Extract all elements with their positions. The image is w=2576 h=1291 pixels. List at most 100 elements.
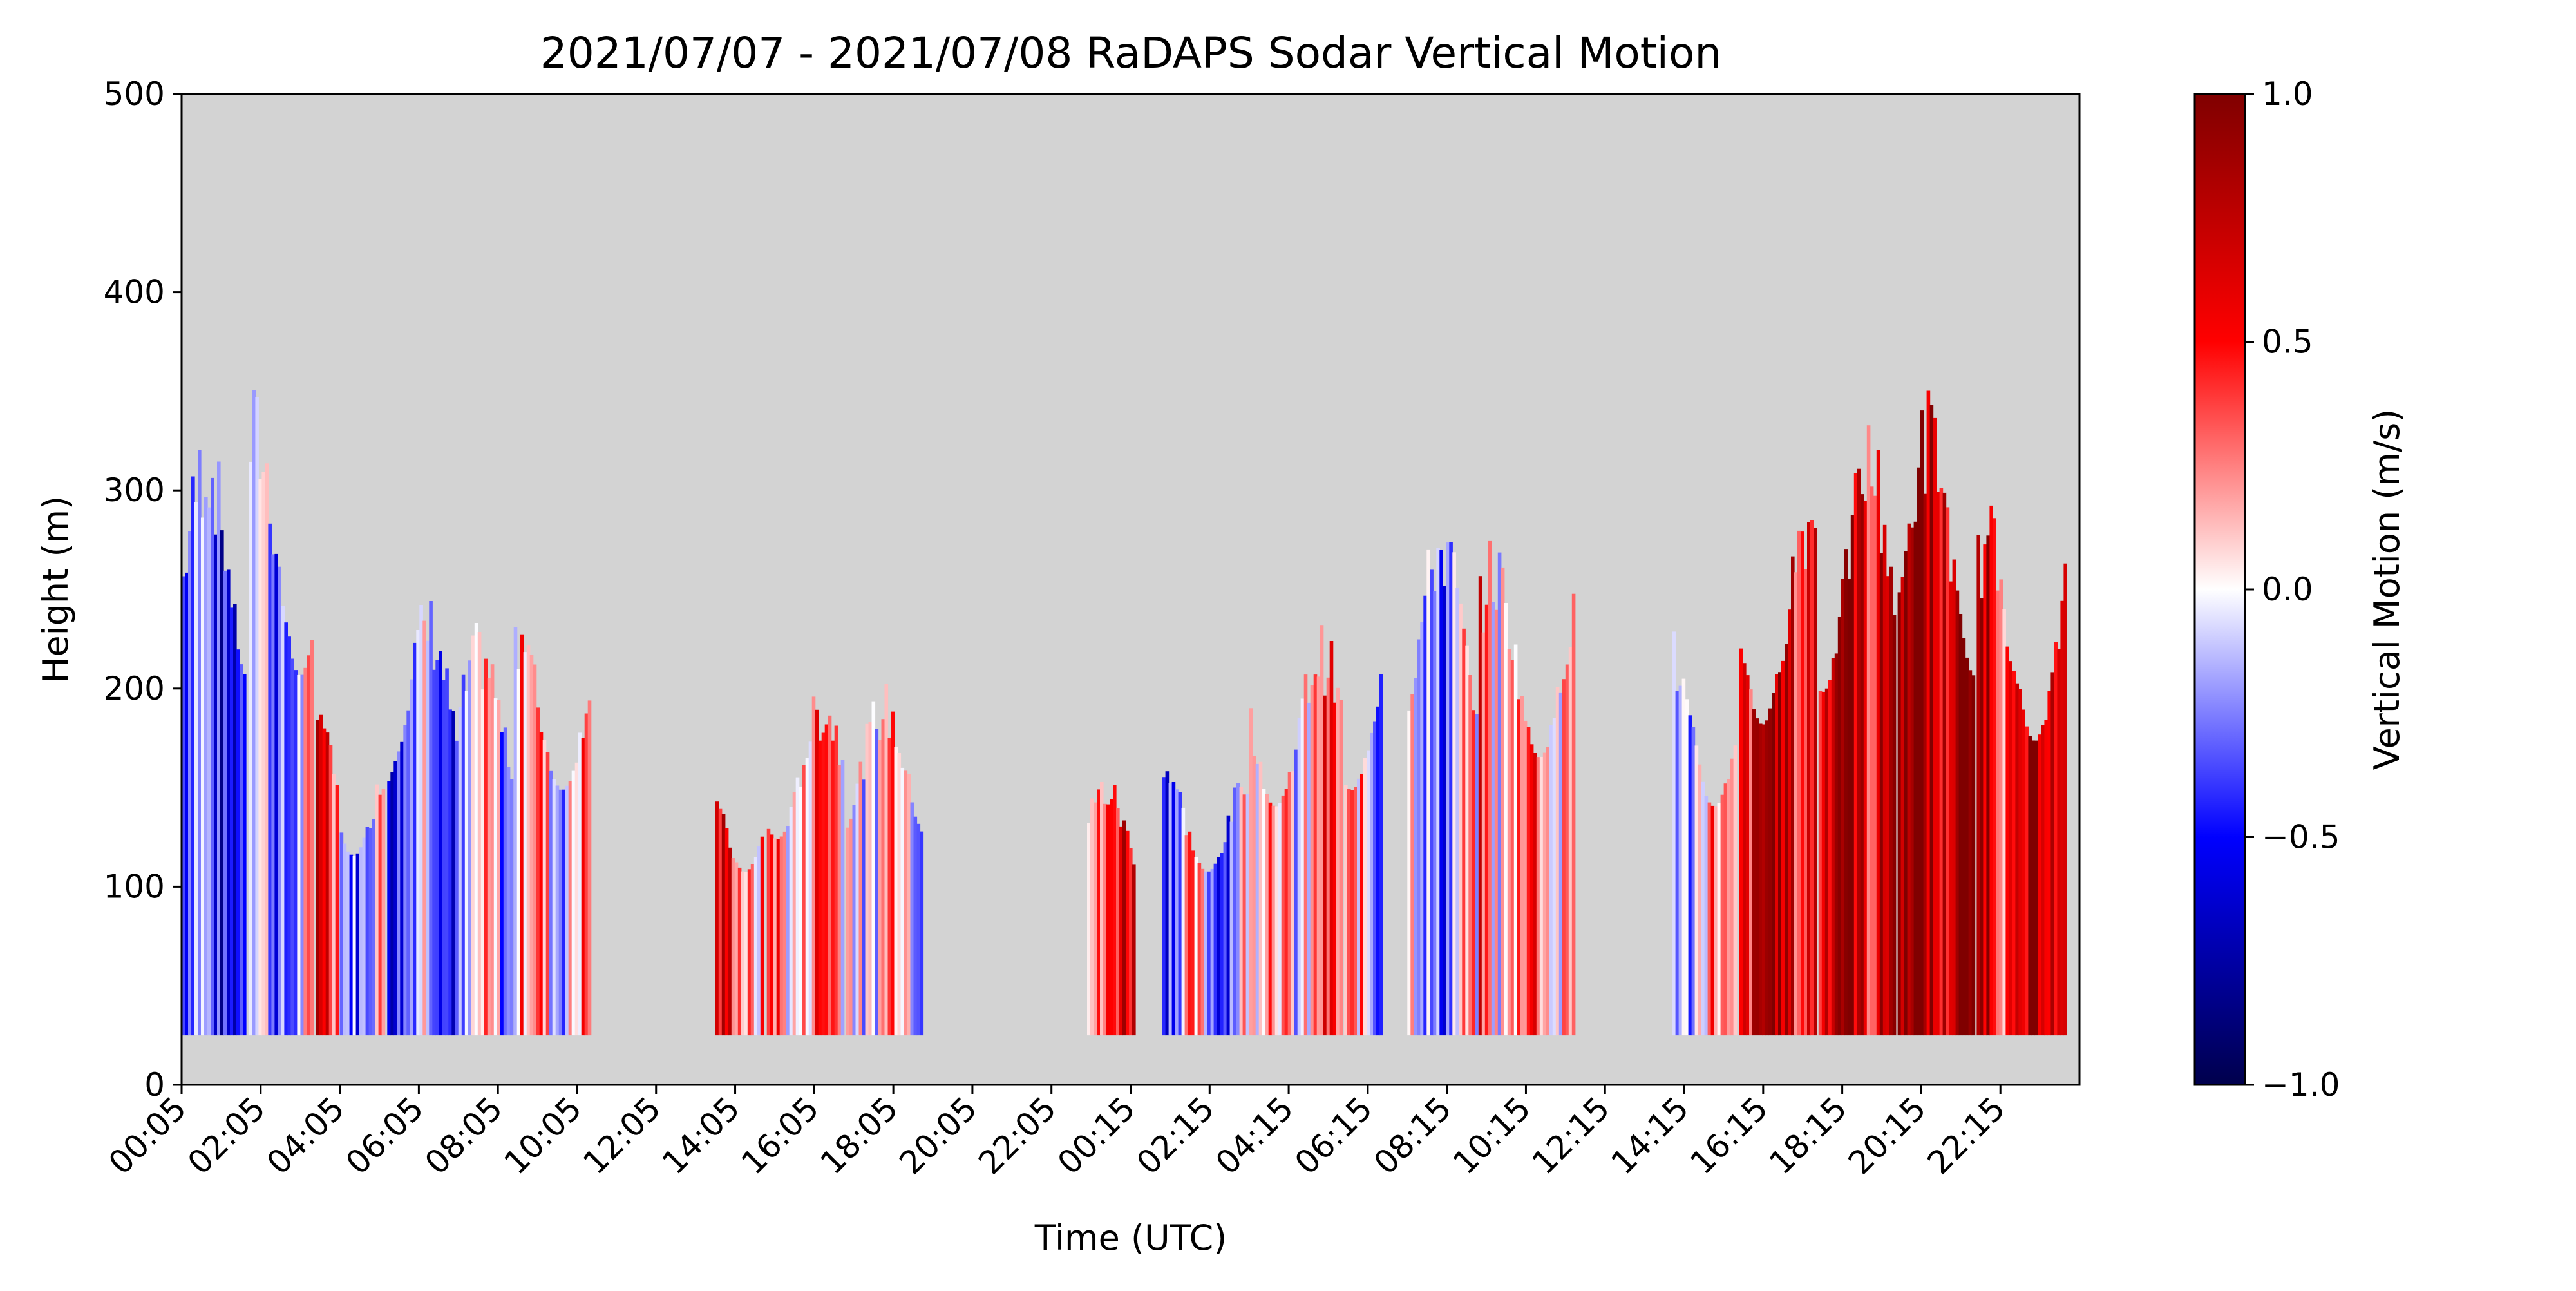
- heatmap-cell: [587, 700, 592, 1036]
- heatmap-cell: [211, 477, 214, 1036]
- heatmap-cell: [249, 461, 252, 1036]
- heatmap-cell: [400, 741, 404, 1036]
- heatmap-cell: [461, 674, 466, 1036]
- heatmap-cell: [549, 770, 553, 1036]
- heatmap-cell: [1710, 805, 1715, 1036]
- y-tick-label: 300: [104, 472, 165, 509]
- heatmap-cell: [1423, 595, 1427, 1036]
- heatmap-cell: [319, 714, 323, 1036]
- heatmap-cell: [303, 667, 307, 1036]
- heatmap-cell: [1920, 410, 1924, 1036]
- heatmap-cell: [760, 836, 764, 1036]
- heatmap-cell: [233, 604, 237, 1036]
- heatmap-cell: [1701, 781, 1705, 1036]
- heatmap-cell: [1242, 794, 1247, 1036]
- heatmap-cell: [393, 761, 397, 1036]
- heatmap-cell: [1132, 864, 1136, 1036]
- heatmap-cell: [913, 816, 918, 1036]
- heatmap-cell: [1844, 549, 1848, 1036]
- heatmap-cell: [1459, 603, 1463, 1036]
- heatmap-cell: [757, 846, 761, 1036]
- chart-title: 2021/07/07 - 2021/07/08 RaDAPS Sodar Ver…: [540, 28, 1721, 78]
- heatmap-cell: [2009, 661, 2012, 1036]
- heatmap-cell: [1162, 777, 1166, 1036]
- heatmap-cell: [416, 630, 420, 1036]
- heatmap-cell: [1194, 857, 1198, 1036]
- heatmap-cell: [1258, 761, 1263, 1036]
- heatmap-cell: [493, 698, 498, 1036]
- heatmap-cell: [1759, 723, 1763, 1036]
- heatmap-cell: [1284, 789, 1289, 1036]
- heatmap-cell: [1326, 677, 1331, 1036]
- heatmap-cell: [1239, 787, 1244, 1036]
- heatmap-cell: [1113, 785, 1117, 1036]
- x-tick-label: 14:15: [1604, 1089, 1696, 1181]
- heatmap-cell: [278, 566, 281, 1036]
- heatmap-cell: [2018, 689, 2022, 1036]
- heatmap-cell: [378, 794, 383, 1036]
- heatmap-cell: [910, 802, 914, 1036]
- heatmap-cell: [1797, 530, 1801, 1036]
- heatmap-cell: [1204, 871, 1208, 1036]
- heatmap-cell: [387, 781, 391, 1036]
- heatmap-cell: [811, 696, 816, 1036]
- heatmap-cell: [1379, 674, 1383, 1036]
- heatmap-cell: [2012, 671, 2016, 1036]
- heatmap-cell: [1739, 648, 1743, 1036]
- heatmap-cell: [455, 740, 459, 1036]
- heatmap-cell: [1129, 848, 1133, 1036]
- heatmap-cell: [258, 479, 262, 1036]
- heatmap-cell: [865, 723, 869, 1036]
- heatmap-cell: [1300, 698, 1305, 1036]
- heatmap-cell: [217, 461, 221, 1036]
- heatmap-cell: [362, 837, 366, 1036]
- heatmap-cell: [1942, 492, 1947, 1036]
- heatmap-cell: [1449, 542, 1453, 1036]
- heatmap-cell: [1367, 750, 1370, 1036]
- heatmap-cell: [503, 727, 507, 1036]
- heatmap-cell: [1278, 803, 1282, 1036]
- x-tick-label: 14:05: [655, 1089, 747, 1181]
- heatmap-cell: [840, 760, 845, 1036]
- heatmap-cell: [1443, 586, 1446, 1036]
- heatmap-cell: [1297, 717, 1302, 1036]
- plot-area: 010020030040050000:0502:0504:0506:0508:0…: [102, 75, 2081, 1181]
- heatmap-cell: [750, 864, 755, 1036]
- heatmap-cell: [1834, 653, 1839, 1036]
- heatmap-cell: [868, 722, 873, 1036]
- heatmap-cell: [558, 789, 563, 1036]
- heatmap-cell: [891, 711, 895, 1036]
- heatmap-cell: [2044, 720, 2048, 1036]
- heatmap-cell: [236, 649, 240, 1036]
- heatmap-cell: [2041, 725, 2045, 1036]
- heatmap-cell: [1873, 495, 1877, 1036]
- heatmap-cell: [322, 728, 327, 1036]
- heatmap-cell: [365, 827, 370, 1036]
- heatmap-cell: [484, 658, 488, 1036]
- y-tick-label: 100: [104, 868, 165, 905]
- heatmap-cell: [435, 660, 439, 1036]
- heatmap-cell: [1772, 693, 1776, 1036]
- heatmap-cell: [406, 710, 410, 1036]
- heatmap-cell: [737, 867, 742, 1036]
- heatmap-cell: [1801, 531, 1804, 1036]
- heatmap-cell: [1552, 718, 1557, 1036]
- heatmap-cell: [343, 843, 347, 1036]
- heatmap-cell: [1122, 820, 1126, 1036]
- heatmap-cell: [355, 853, 360, 1036]
- heatmap-cell: [533, 664, 537, 1036]
- heatmap-cell: [1332, 702, 1337, 1036]
- heatmap-cell: [1804, 569, 1808, 1036]
- heatmap-cell: [1546, 747, 1550, 1036]
- heatmap-cell: [1220, 853, 1224, 1036]
- heatmap-cell: [1344, 785, 1348, 1036]
- heatmap-cell: [1210, 868, 1215, 1036]
- heatmap-cell: [468, 660, 472, 1036]
- heatmap-cell: [1989, 505, 1993, 1036]
- heatmap-cell: [1533, 753, 1537, 1036]
- heatmap-cell: [1565, 664, 1569, 1036]
- heatmap-cell: [1955, 590, 1960, 1036]
- heatmap-cell: [1329, 641, 1334, 1036]
- heatmap-cell: [731, 858, 735, 1036]
